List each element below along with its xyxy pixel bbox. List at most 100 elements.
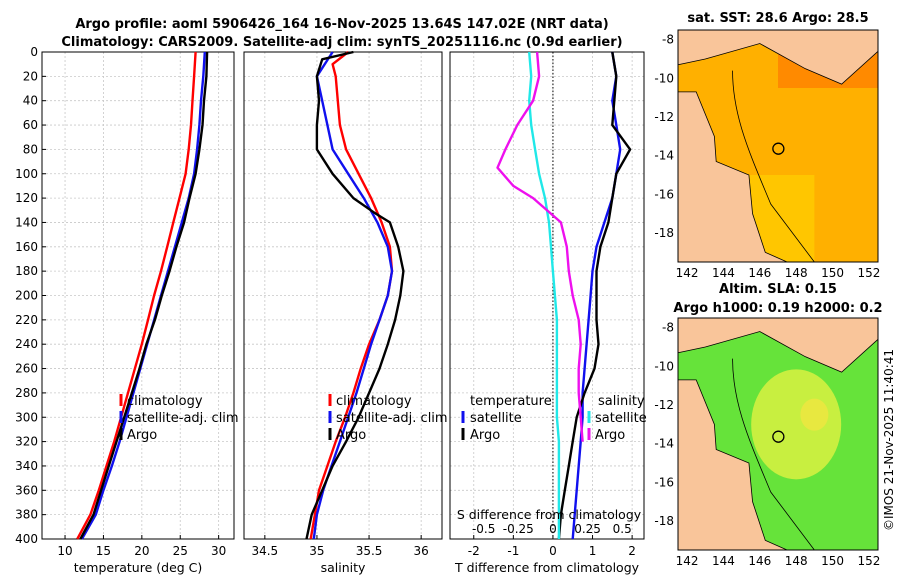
series-line-climatology [309,51,394,540]
x-tick-label: 35.5 [356,544,383,558]
x-tick-label: 0 [549,544,557,558]
x-tick-label: 30 [211,544,226,558]
map-y-tick-label: -14 [654,437,674,451]
map-y-tick-label: -16 [654,475,674,489]
x-tick-label: 25 [173,544,188,558]
series-line-argo [79,51,209,540]
map-x-tick-label: 152 [857,266,880,280]
sla-map-title-1: Altim. SLA: 0.15 [719,282,837,297]
y-tick-label: 180 [15,264,38,278]
salinity-panel: 34.5 35 35.5 36 salinity climatology satellite… [243,50,448,575]
map-x-tick-label: 144 [712,266,735,280]
watermark: ©IMOS 21-Nov-2025 11:40:41 [882,349,896,531]
sla-peak-patch [800,398,829,431]
y-tick-label: 380 [15,508,38,522]
y-tick-label: 400 [15,532,38,546]
s-tick-label: 0.25 [574,522,601,536]
x-axis-label: T difference from climatology [454,560,640,575]
y-tick-label: 160 [15,240,38,254]
map-y-tick-label: -10 [654,71,674,85]
y-tick-label: 220 [15,313,38,327]
legend-label: satellite-adj. clim [127,411,239,426]
y-tick-label: 300 [15,410,38,424]
x-tick-label: -1 [507,544,519,558]
argo-position-marker [772,142,785,155]
map-y-tick-label: -18 [654,226,674,240]
s-tick-label: -0.5 [472,522,495,536]
x-axis-label: temperature (deg C) [74,560,203,575]
y-tick-label: 140 [15,215,38,229]
y-tick-label: 240 [15,337,38,351]
y-tick-label: 20 [23,69,38,83]
s-tick-label: 0 [549,522,557,536]
legend-label: satellite [470,411,522,426]
map-x-tick-label: 146 [748,554,771,568]
series-line-t-argo [557,51,632,540]
sla-high-patch [751,369,842,480]
map-y-tick-label: -12 [654,398,674,412]
map-x-tick-label: 150 [821,554,844,568]
y-tick-label: 260 [15,362,38,376]
series-line-climatology [76,51,197,540]
legend-label: climatology [336,394,412,409]
y-tick-label: 120 [15,191,38,205]
x-axis-label: salinity [321,560,366,575]
map-y-tick-label: -10 [654,359,674,373]
temperature-panel: 0 20 40 60 80 100 120 140 160 180 200 220 240 260 280 3… [15,45,239,575]
y-tick-label: 280 [15,386,38,400]
x-tick-label: 1 [589,544,597,558]
series-line-s-argo [496,51,584,442]
x-tick-label: 10 [57,544,72,558]
title-line-1: Argo profile: aoml 5906426_164 16-Nov-20… [75,17,608,32]
map-x-tick-label: 144 [712,554,735,568]
x-tick-label: 35 [309,544,324,558]
map-x-tick-label: 146 [748,266,771,280]
series-line-satellite-adj-clim [312,51,394,540]
argo-position-marker [772,430,785,443]
y-tick-label: 80 [23,142,38,156]
y-tick-label: 360 [15,483,38,497]
legend-label: satellite [595,411,647,426]
map-x-tick-label: 148 [785,554,808,568]
y-tick-label: 320 [15,435,38,449]
x-tick-label: 34.5 [251,544,278,558]
s-tick-label: 0.5 [613,522,632,536]
x-tick-label: 2 [628,544,636,558]
shelf-contour [732,358,815,551]
sla-map: 142 144 146 148 150 152 -8 -10 -12 -14 -16 -18 [654,317,880,568]
s-tick-label: -0.25 [503,522,534,536]
title-line-2: Climatology: CARS2009. Satellite-adj cli… [61,35,622,50]
map-y-tick-label: -18 [654,514,674,528]
map-x-tick-label: 150 [821,266,844,280]
map-y-tick-label: -12 [654,110,674,124]
map-y-tick-label: -8 [662,33,674,47]
s-axis-label: S difference from climatology [457,507,642,522]
map-y-tick-label: -16 [654,187,674,201]
series-line-argo [305,50,405,540]
sst-map: 142 144 146 148 150 152 -8 -10 -12 -14 -16 -18 [654,29,880,280]
sst-map-title: sat. SST: 28.6 Argo: 28.5 [687,11,868,26]
map-x-tick-label: 152 [857,554,880,568]
legend-label: Argo [595,428,625,443]
map-y-tick-label: -8 [662,321,674,335]
sla-map-title-2: Argo h1000: 0.19 h2000: 0.2 [673,301,882,316]
x-tick-label: 15 [96,544,111,558]
x-tick-label: 20 [134,544,149,558]
map-frame [677,29,879,263]
legend-title-temperature: temperature [470,394,552,409]
shelf-contour [732,70,815,263]
map-x-tick-label: 142 [676,266,699,280]
y-tick-label: 340 [15,459,38,473]
map-x-tick-label: 142 [676,554,699,568]
legend-label: satellite-adj. clim [336,411,448,426]
y-tick-label: 0 [30,45,38,59]
map-x-tick-label: 148 [785,266,808,280]
y-tick-label: 60 [23,118,38,132]
series-line-s-satellite [528,51,561,539]
map-frame [677,317,879,551]
axes-frame [243,51,443,540]
axes-frame [449,51,645,540]
legend-label: Argo [470,428,500,443]
difference-panel: -2 -1 0 1 2 T difference from climatology temp… [449,51,647,575]
